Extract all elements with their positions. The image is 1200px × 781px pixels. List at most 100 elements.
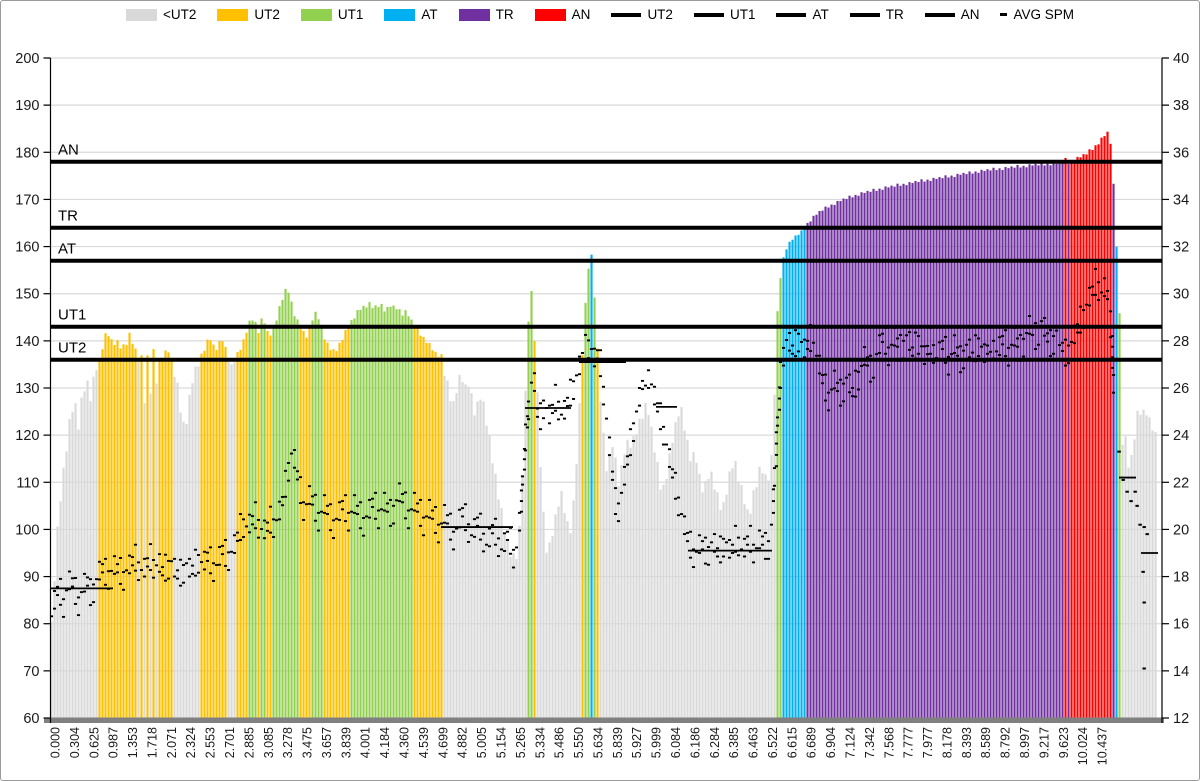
hr-bar xyxy=(1148,417,1151,719)
spm-dash xyxy=(673,497,678,500)
spm-dash xyxy=(862,363,867,366)
spm-dash xyxy=(100,563,105,566)
hr-bar xyxy=(713,489,716,719)
spm-dash xyxy=(271,518,276,521)
hr-bar xyxy=(170,358,173,719)
spm-dash xyxy=(1024,332,1029,334)
hr-bar xyxy=(86,380,89,719)
spm-dash xyxy=(640,388,645,391)
spm-dash xyxy=(1110,366,1114,369)
spm-dash xyxy=(946,373,951,376)
spm-dash xyxy=(778,387,783,389)
hr-bar xyxy=(1103,136,1106,719)
hr-bar xyxy=(722,502,725,719)
hr-bar xyxy=(1004,167,1007,719)
spm-dash xyxy=(496,555,501,558)
spm-dash xyxy=(571,380,576,383)
hr-bar xyxy=(329,350,332,719)
spm-dash xyxy=(1054,329,1059,332)
spm-dash xyxy=(88,578,93,581)
spm-dash xyxy=(973,360,978,363)
spm-dash xyxy=(727,556,732,559)
spm-dash xyxy=(925,344,930,347)
spm-dash xyxy=(235,539,240,542)
spm-dash xyxy=(172,575,177,578)
x-axis-tick-label: 7.977 xyxy=(921,727,935,758)
spm-dash xyxy=(526,400,531,403)
x-axis-tick-label: 5.634 xyxy=(591,727,605,758)
spm-dash xyxy=(811,359,816,362)
hr-bar xyxy=(392,305,395,719)
spm-dash xyxy=(814,354,819,357)
right-axis-tick-label: 18 xyxy=(1173,570,1189,586)
right-axis-tick-label: 40 xyxy=(1173,51,1189,67)
hr-bar xyxy=(923,181,926,719)
spm-dash xyxy=(442,504,447,506)
x-axis-tick-label: 5.265 xyxy=(514,727,528,758)
x-axis-tick-label: 4.539 xyxy=(417,727,431,758)
hr-bar xyxy=(176,382,179,719)
spm-dash xyxy=(1081,309,1086,312)
hr-bar xyxy=(890,185,893,719)
hr-bar xyxy=(662,484,665,719)
hr-bar xyxy=(68,419,71,719)
spm-dash xyxy=(865,356,870,359)
spm-dash xyxy=(547,422,552,425)
hr-bar xyxy=(590,254,593,719)
spm-dash xyxy=(1027,332,1032,335)
spm-dash xyxy=(367,516,372,519)
hr-bar xyxy=(629,447,632,719)
x-axis-tick-label: 8.792 xyxy=(999,727,1013,758)
spm-dash xyxy=(592,347,597,350)
spm-dash xyxy=(217,546,222,549)
hr-bar xyxy=(437,356,440,719)
spm-dash xyxy=(997,336,1002,339)
spm-dash xyxy=(1087,286,1092,289)
spm-dash xyxy=(388,498,393,501)
hr-bar xyxy=(641,418,644,719)
hr-bar xyxy=(179,412,182,719)
spm-dash xyxy=(1018,359,1023,362)
spm-dash xyxy=(1033,322,1038,325)
spm-dash xyxy=(181,581,186,584)
hr-bar xyxy=(473,415,476,719)
spm-dash xyxy=(697,552,702,554)
spm-dash xyxy=(562,417,567,420)
spm-dash xyxy=(982,343,987,346)
hr-bar xyxy=(1028,164,1031,719)
hr-bar xyxy=(677,416,680,719)
hr-bar xyxy=(293,316,296,719)
spm-dash xyxy=(1142,601,1146,604)
spm-dash xyxy=(199,561,204,564)
x-axis-tick-label: 0.625 xyxy=(87,727,101,758)
spm-dash xyxy=(964,343,969,346)
hr-bar xyxy=(92,376,95,719)
hr-bar xyxy=(1127,467,1130,719)
spm-dash xyxy=(142,557,147,560)
spm-dash xyxy=(373,491,378,494)
hr-bar xyxy=(536,392,539,719)
spm-dash xyxy=(643,384,648,387)
spm-dash xyxy=(100,571,105,574)
spm-dash xyxy=(1087,304,1092,307)
hr-bar xyxy=(734,461,737,719)
x-axis-tick-label: 4.360 xyxy=(398,727,412,758)
spm-dash xyxy=(400,501,405,504)
hr-bar xyxy=(1076,156,1079,719)
spm-dash xyxy=(1129,500,1133,503)
hr-bar xyxy=(290,301,293,719)
hr-bar xyxy=(485,425,488,719)
spm-dash xyxy=(58,577,63,580)
hr-bar xyxy=(1052,163,1055,720)
hr-bar xyxy=(152,349,155,719)
hr-bar xyxy=(302,330,305,719)
right-axis-tick-label: 16 xyxy=(1173,617,1189,633)
hr-bar xyxy=(137,359,140,719)
hr-bar xyxy=(980,169,983,719)
spm-dash xyxy=(616,520,621,523)
spm-dash xyxy=(661,443,666,446)
spm-dash xyxy=(277,518,282,521)
hr-bar xyxy=(830,204,833,719)
spm-dash xyxy=(748,550,753,553)
spm-dash xyxy=(130,564,135,567)
